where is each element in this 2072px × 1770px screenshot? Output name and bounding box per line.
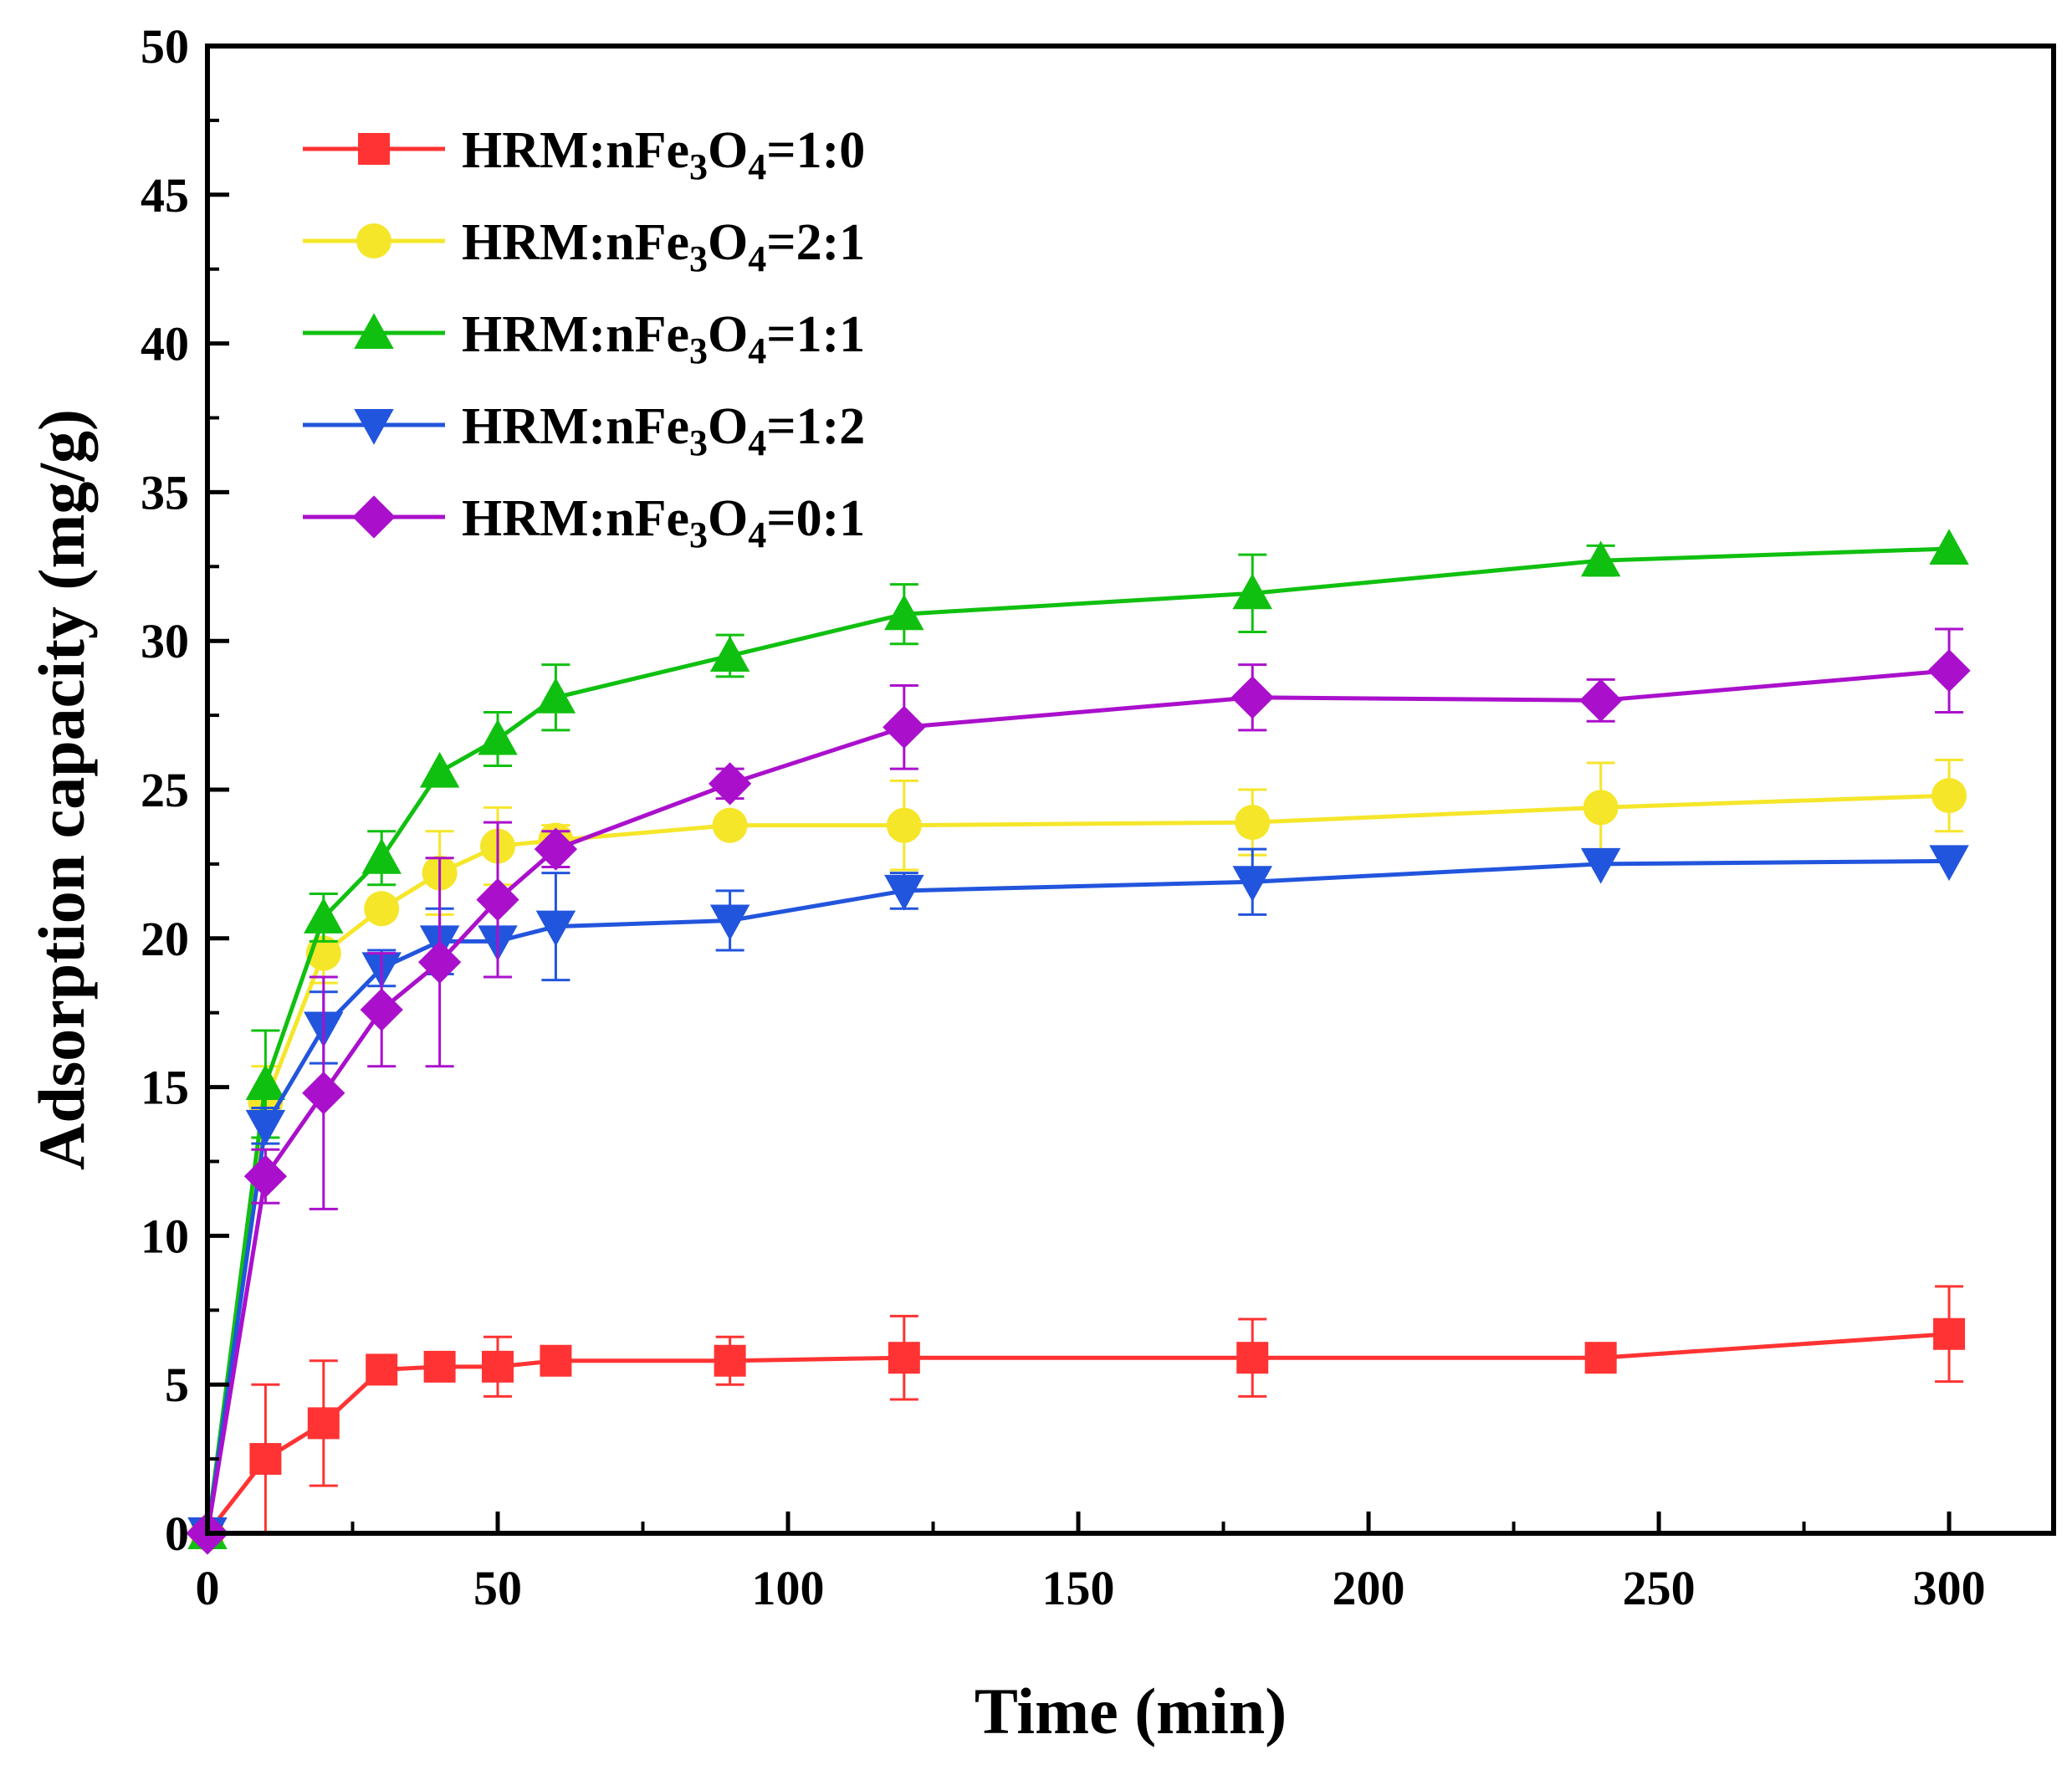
y-tick-label: 30 bbox=[141, 614, 189, 668]
data-point bbox=[302, 1072, 345, 1115]
x-tick-label: 150 bbox=[1042, 1561, 1115, 1615]
data-point bbox=[709, 636, 750, 672]
legend-label: HRM:nFe3O4=1:2 bbox=[462, 398, 865, 463]
x-tick-label: 50 bbox=[473, 1561, 522, 1615]
data-point bbox=[478, 719, 518, 755]
data-point bbox=[1929, 845, 1969, 882]
data-point bbox=[535, 678, 576, 714]
data-point bbox=[249, 1443, 282, 1476]
series-2 bbox=[190, 758, 1967, 1551]
data-point bbox=[364, 891, 400, 927]
data-point bbox=[360, 988, 403, 1031]
data-point bbox=[245, 1109, 286, 1146]
data-point bbox=[1235, 805, 1271, 841]
legend-marker bbox=[354, 313, 394, 349]
data-point bbox=[884, 594, 924, 631]
series-line bbox=[206, 1332, 1950, 1535]
legend-marker bbox=[356, 223, 391, 258]
y-tick-label: 5 bbox=[165, 1358, 189, 1412]
x-tick-label: 200 bbox=[1333, 1561, 1405, 1615]
data-point bbox=[534, 827, 578, 871]
data-point bbox=[307, 1407, 340, 1440]
data-point bbox=[535, 910, 576, 947]
x-tick-label: 100 bbox=[752, 1561, 825, 1615]
series-line bbox=[205, 546, 1950, 1534]
y-tick-label: 35 bbox=[141, 465, 189, 519]
data-point bbox=[1232, 866, 1272, 902]
y-tick-label: 15 bbox=[141, 1061, 189, 1115]
data-point bbox=[245, 1064, 286, 1101]
series-line bbox=[205, 858, 1950, 1534]
x-tick-label: 250 bbox=[1623, 1561, 1696, 1615]
legend-item: HRM:nFe3O4=1:1 bbox=[303, 306, 865, 371]
y-tick-label: 0 bbox=[165, 1507, 189, 1561]
x-axis-title: Time (min) bbox=[975, 1675, 1287, 1747]
y-tick-label: 10 bbox=[141, 1209, 189, 1263]
legend: HRM:nFe3O4=1:0 HRM:nFe3O4=2:1 HRM:nFe3O4=1… bbox=[303, 122, 865, 555]
legend-label: HRM:nFe3O4=2:1 bbox=[462, 214, 865, 279]
x-tick-label: 300 bbox=[1913, 1561, 1986, 1615]
data-point bbox=[712, 807, 748, 843]
series-1 bbox=[192, 1285, 1966, 1549]
data-point bbox=[883, 705, 926, 749]
data-point bbox=[1232, 573, 1272, 610]
data-point bbox=[886, 807, 922, 843]
data-point bbox=[476, 877, 519, 922]
data-point bbox=[888, 1342, 920, 1374]
data-point bbox=[884, 874, 924, 911]
data-point bbox=[1236, 1342, 1269, 1374]
series-3 bbox=[187, 529, 1969, 1549]
series-line bbox=[205, 668, 1950, 1534]
axes-layer: 0 50 100 150 200 250 300 0 5 10 15 20 25 30 35 40 45 50 Ti… bbox=[25, 19, 2056, 1747]
data-point bbox=[1230, 676, 1274, 719]
data-point bbox=[366, 1353, 398, 1386]
data-point bbox=[1584, 1342, 1617, 1374]
legend-item: HRM:nFe3O4=1:0 bbox=[303, 122, 865, 187]
data-point bbox=[361, 838, 402, 874]
y-tick-label: 40 bbox=[141, 317, 189, 371]
series-layer bbox=[186, 529, 1971, 1555]
legend-item: HRM:nFe3O4=1:2 bbox=[303, 398, 865, 463]
data-point bbox=[1580, 540, 1621, 577]
y-tick-label: 45 bbox=[141, 168, 189, 223]
x-tick-label: 0 bbox=[196, 1561, 220, 1615]
legend-marker bbox=[352, 495, 396, 539]
legend-label: HRM:nFe3O4=1:1 bbox=[462, 306, 865, 371]
data-point bbox=[714, 1344, 746, 1377]
legend-label: HRM:nFe3O4=0:1 bbox=[462, 490, 865, 555]
data-point bbox=[1580, 847, 1621, 884]
series-5 bbox=[186, 627, 1971, 1555]
legend-item: HRM:nFe3O4=2:1 bbox=[303, 214, 865, 279]
series-line bbox=[205, 793, 1950, 1534]
data-point bbox=[423, 1350, 456, 1383]
data-point bbox=[1929, 529, 1969, 565]
data-point bbox=[708, 762, 752, 806]
data-point bbox=[419, 751, 460, 788]
data-point bbox=[1583, 790, 1619, 826]
data-point bbox=[709, 904, 750, 941]
data-point bbox=[540, 1344, 572, 1377]
data-point bbox=[1933, 1317, 1966, 1350]
legend-label: HRM:nFe3O4=1:0 bbox=[462, 122, 865, 187]
series-4 bbox=[187, 845, 1969, 1553]
y-tick-label: 20 bbox=[141, 912, 189, 966]
data-point bbox=[417, 940, 462, 984]
legend-marker bbox=[354, 409, 394, 445]
data-point bbox=[1927, 649, 1971, 693]
data-point bbox=[243, 1154, 288, 1198]
data-point bbox=[304, 898, 344, 934]
legend-marker bbox=[358, 133, 390, 165]
y-axis-title: Adsorption capacity (mg/g) bbox=[25, 409, 98, 1170]
y-tick-label: 25 bbox=[141, 763, 189, 817]
data-point bbox=[1579, 678, 1623, 722]
legend-item: HRM:nFe3O4=0:1 bbox=[303, 490, 865, 555]
y-tick-label: 50 bbox=[141, 19, 189, 74]
data-point bbox=[482, 1350, 514, 1383]
data-point bbox=[1931, 778, 1967, 814]
